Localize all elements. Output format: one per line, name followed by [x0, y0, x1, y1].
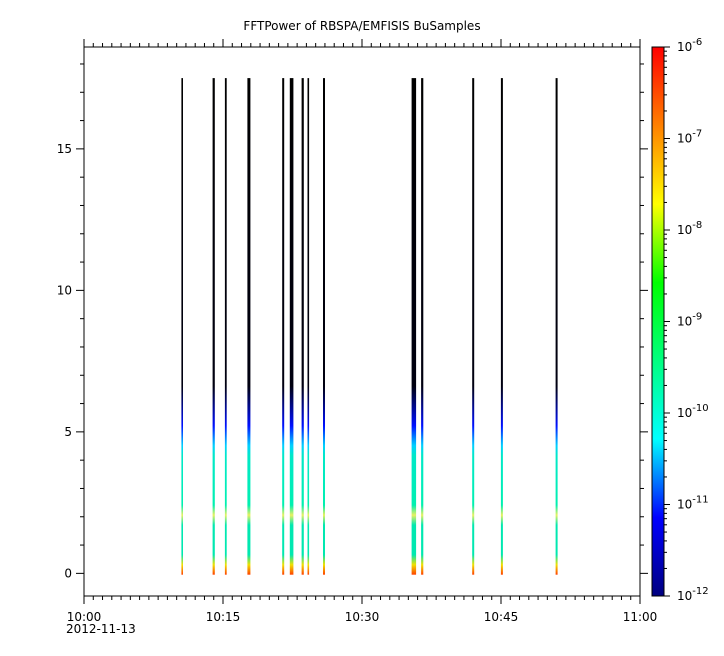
- plot-area: [181, 78, 558, 575]
- colorbar-tick-exponent: -9: [692, 312, 702, 323]
- colorbar-tick-label: 10-10: [677, 403, 709, 420]
- colorbar-tick-base: 10: [677, 40, 692, 54]
- x-axis-date-label: 2012-11-13: [66, 622, 136, 636]
- spectrum-stripe: [181, 78, 183, 575]
- y-tick-label: 15: [57, 142, 72, 156]
- colorbar-tick-exponent: -11: [692, 495, 708, 506]
- colorbar-tick-base: 10: [677, 498, 692, 512]
- colorbar-tick-exponent: -7: [692, 129, 702, 140]
- colorbar-tick-base: 10: [677, 223, 692, 237]
- colorbar-tick-base: 10: [677, 589, 692, 603]
- colorbar-tick-label: 10-7: [677, 129, 702, 146]
- x-tick-label: 10:30: [345, 610, 380, 624]
- colorbar-tick-label: 10-6: [677, 37, 702, 54]
- colorbar-tick-exponent: -10: [692, 403, 708, 414]
- spectrum-stripe: [301, 78, 304, 575]
- chart-title: FFTPower of RBSPA/EMFISIS BuSamples: [243, 19, 480, 33]
- spectrum-stripe: [323, 78, 325, 575]
- colorbar-tick-label: 10-8: [677, 220, 702, 237]
- y-tick-label: 10: [57, 283, 72, 297]
- spectrum-stripe: [212, 78, 215, 575]
- spectrum-stripe: [500, 78, 503, 575]
- x-tick-label: 10:45: [484, 610, 519, 624]
- spectrum-stripe: [411, 78, 417, 575]
- colorbar-tick-exponent: -12: [692, 586, 708, 597]
- colorbar-tick-exponent: -8: [692, 220, 702, 231]
- colorbar-tick-base: 10: [677, 132, 692, 146]
- colorbar-tick-label: 10-11: [677, 495, 709, 512]
- colorbar-tick-label: 10-12: [677, 586, 709, 603]
- x-tick-label: 10:15: [206, 610, 241, 624]
- x-axis: 10:00 10:15 10:30 10:45 11:00: [67, 39, 658, 624]
- spectrum-stripe: [224, 78, 227, 575]
- spectrum-stripe: [289, 78, 294, 575]
- spectrum-stripe: [555, 78, 558, 575]
- x-tick-label: 10:00: [67, 610, 102, 624]
- x-tick-label: 11:00: [623, 610, 658, 624]
- colorbar-tick-base: 10: [677, 315, 692, 329]
- spectrum-stripe: [307, 78, 310, 575]
- spectrum-stripe: [247, 78, 251, 575]
- colorbar-tick-base: 10: [677, 406, 692, 420]
- spectrum-stripe: [472, 78, 475, 575]
- y-axis: 0 5 10 15: [57, 63, 648, 580]
- colorbar-tick-exponent: -6: [692, 37, 702, 48]
- y-tick-label: 5: [64, 425, 72, 439]
- spectrum-stripe: [421, 78, 424, 575]
- colorbar-gradient: [652, 47, 664, 596]
- spectrum-stripe: [282, 78, 285, 575]
- colorbar-tick-label: 10-9: [677, 312, 702, 329]
- y-tick-label: 0: [64, 566, 72, 580]
